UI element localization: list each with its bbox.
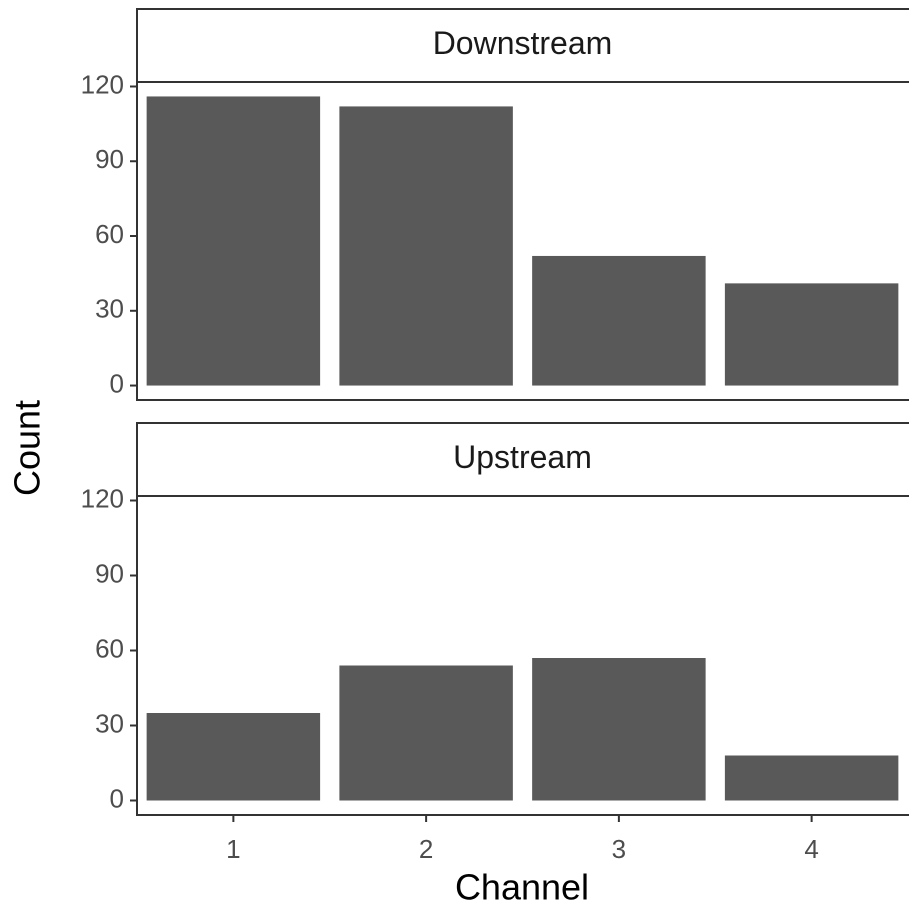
y-tick-label: 120: [81, 483, 124, 513]
panel-border: [136, 81, 909, 401]
y-tick-label: 60: [95, 633, 124, 663]
bar: [532, 658, 706, 801]
y-tick-label: 0: [110, 368, 124, 398]
bar: [532, 255, 706, 386]
y-tick-label: 30: [95, 708, 124, 738]
bar: [339, 665, 513, 801]
strip-title: Downstream: [433, 25, 613, 61]
strip: [136, 8, 909, 83]
x-tick-label: 3: [612, 834, 626, 864]
x-axis-title: Channel: [455, 867, 589, 908]
bar: [339, 106, 513, 386]
y-tick-label: 120: [81, 69, 124, 99]
bar: [146, 96, 321, 386]
y-tick-label: 30: [95, 294, 124, 324]
bar: [724, 755, 899, 801]
y-tick-label: 60: [95, 219, 124, 249]
bar: [146, 713, 321, 801]
strip-title: Upstream: [453, 439, 592, 475]
panel-border: [136, 495, 909, 816]
y-axis-title: Count: [7, 400, 48, 496]
y-tick-label: 0: [110, 783, 124, 813]
y-tick-label: 90: [95, 558, 124, 588]
x-tick-label: 2: [419, 834, 433, 864]
y-tick-label: 90: [95, 144, 124, 174]
bar: [724, 283, 899, 386]
x-tick-label: 1: [226, 834, 240, 864]
x-tick-label: 4: [804, 834, 818, 864]
